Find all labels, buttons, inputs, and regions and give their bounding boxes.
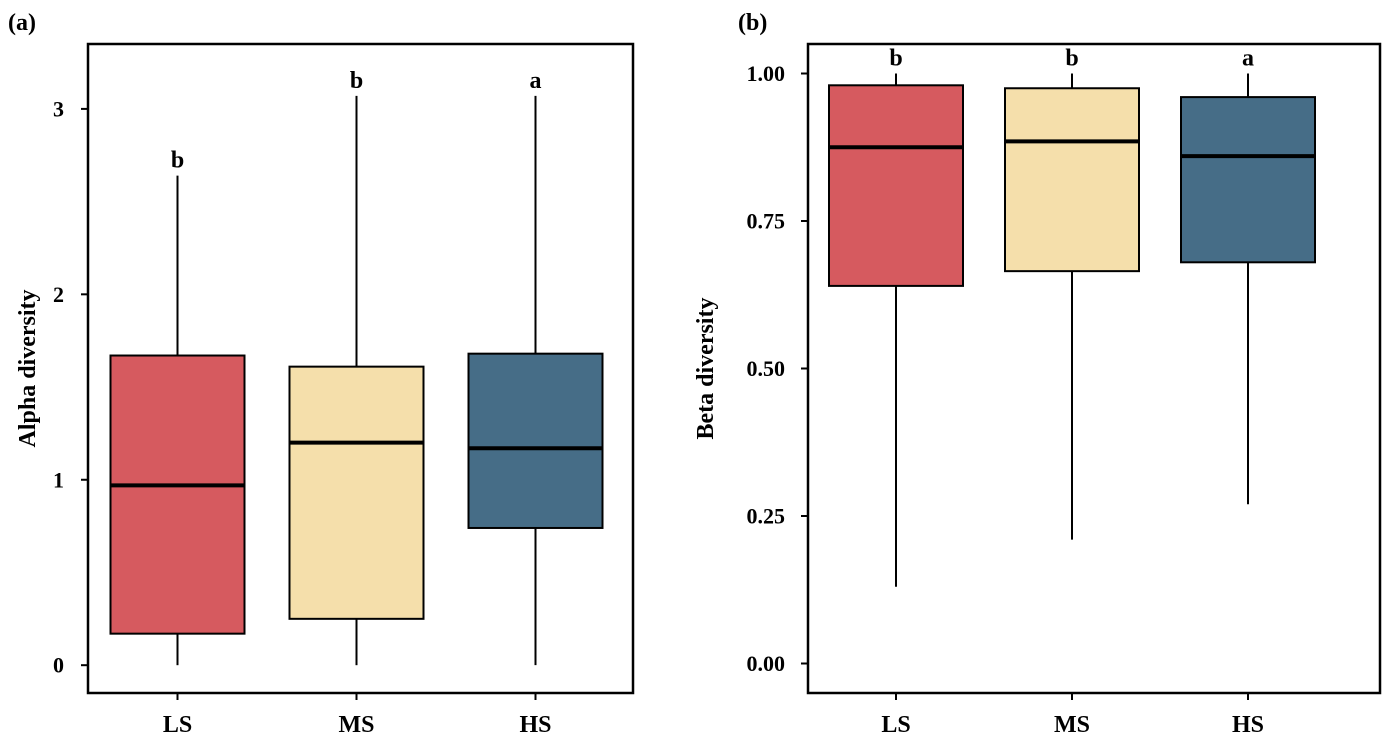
plot-frame bbox=[86, 42, 635, 695]
box-ls: b bbox=[828, 46, 964, 587]
y-tick-label: 0.75 bbox=[747, 209, 786, 234]
box-hs: a bbox=[1180, 46, 1316, 505]
significance-letter: a bbox=[530, 68, 542, 94]
x-tick-label: MS bbox=[339, 712, 375, 738]
iqr-box bbox=[109, 354, 246, 635]
chart-panel-b: (b) Beta diversity 0.00 0.25 0.50 0.75 1.00 b LS… bbox=[693, 10, 1382, 738]
x-tick-label: HS bbox=[1232, 712, 1264, 738]
box-ms: b bbox=[1004, 46, 1140, 540]
iqr-box bbox=[467, 352, 604, 529]
x-tick-label: LS bbox=[163, 712, 192, 738]
y-tick-label: 3 bbox=[53, 96, 64, 121]
significance-letter: b bbox=[171, 148, 184, 174]
y-tick-label: 0.25 bbox=[747, 504, 786, 529]
y-tick-label: 1.00 bbox=[747, 61, 786, 86]
y-tick-label: 0.50 bbox=[747, 356, 786, 381]
significance-letter: b bbox=[889, 46, 902, 72]
box-ms: b bbox=[288, 68, 425, 666]
y-tick-label: 0.00 bbox=[747, 651, 786, 676]
y-tick-label: 1 bbox=[53, 467, 64, 492]
y-tick-label: 0 bbox=[53, 653, 64, 678]
box-hs: a bbox=[467, 68, 604, 666]
iqr-box bbox=[828, 84, 964, 287]
iqr-box bbox=[1180, 96, 1316, 264]
panel-label: (b) bbox=[738, 10, 767, 36]
y-axis-title: Beta diversity bbox=[693, 298, 719, 440]
chart-panel-a: (a) Alpha diversity 0 1 2 3 b LS b MS a HS bbox=[8, 10, 635, 738]
iqr-box bbox=[288, 365, 425, 620]
iqr-box bbox=[1004, 87, 1140, 273]
x-tick-label: LS bbox=[881, 712, 910, 738]
box-ls: b bbox=[109, 148, 246, 666]
y-axis-title: Alpha diversity bbox=[15, 289, 41, 447]
significance-letter: a bbox=[1242, 46, 1254, 72]
panel-label: (a) bbox=[8, 10, 36, 36]
significance-letter: b bbox=[1065, 46, 1078, 72]
significance-letter: b bbox=[350, 68, 363, 94]
x-tick-label: HS bbox=[519, 712, 551, 738]
y-tick-label: 2 bbox=[53, 282, 64, 307]
x-tick-label: MS bbox=[1054, 712, 1090, 738]
plot-frame bbox=[806, 42, 1382, 695]
